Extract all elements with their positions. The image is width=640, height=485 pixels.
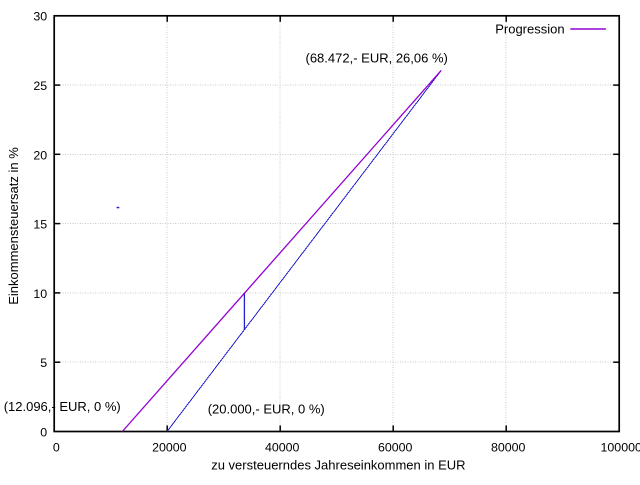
svg-text:100000: 100000	[601, 441, 640, 455]
svg-text:5: 5	[40, 356, 47, 370]
svg-text:60000: 60000	[378, 441, 413, 455]
svg-text:0: 0	[40, 426, 47, 440]
svg-text:20000: 20000	[152, 441, 187, 455]
svg-text:40000: 40000	[265, 441, 300, 455]
svg-text:zu versteuerndes Jahreseinkomm: zu versteuerndes Jahreseinkommen in EUR	[211, 458, 465, 473]
svg-text:80000: 80000	[491, 441, 526, 455]
svg-text:15: 15	[33, 218, 47, 232]
svg-text:Progression: Progression	[495, 22, 564, 37]
svg-text:30: 30	[33, 10, 47, 24]
svg-text:(12.096,- EUR, 0 %): (12.096,- EUR, 0 %)	[4, 399, 121, 414]
svg-text:25: 25	[33, 79, 47, 93]
svg-text:10: 10	[33, 287, 47, 301]
svg-text:(20.000,- EUR, 0 %): (20.000,- EUR, 0 %)	[208, 402, 325, 417]
svg-text:Einkommensteuersatz in %: Einkommensteuersatz in %	[6, 147, 21, 305]
svg-text:(68.472,- EUR, 26,06 %): (68.472,- EUR, 26,06 %)	[306, 51, 448, 66]
svg-text:0: 0	[53, 441, 60, 455]
svg-text:20: 20	[33, 148, 47, 162]
